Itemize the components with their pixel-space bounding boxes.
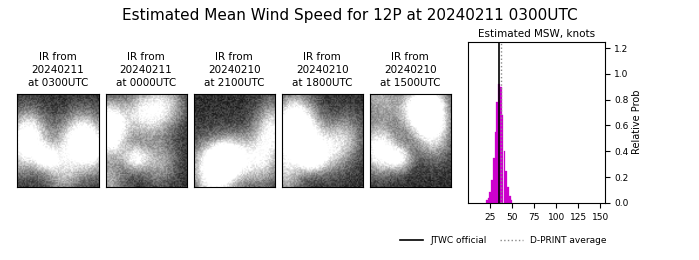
Bar (493, 158, 495, 203)
Bar (509, 196, 510, 203)
Bar (495, 132, 496, 203)
Text: IR from
20240210
at 1800UTC: IR from 20240210 at 1800UTC (292, 52, 352, 88)
Legend: JTWC official, D-PRINT average: JTWC official, D-PRINT average (401, 236, 606, 245)
Bar (500, 87, 502, 203)
Bar (507, 187, 509, 203)
Text: IR from
20240210
at 1500UTC: IR from 20240210 at 1500UTC (380, 52, 440, 88)
Bar (505, 171, 507, 203)
Bar (502, 115, 503, 203)
Text: IR from
20240211
at 0300UTC: IR from 20240211 at 0300UTC (28, 52, 88, 88)
Bar (503, 151, 505, 203)
Bar (496, 102, 498, 203)
Y-axis label: Relative Prob: Relative Prob (631, 90, 642, 154)
Bar (510, 200, 512, 203)
Bar (488, 198, 489, 203)
Bar (498, 84, 500, 203)
Bar (489, 192, 491, 203)
Text: Estimated Mean Wind Speed for 12P at 20240211 0300UTC: Estimated Mean Wind Speed for 12P at 202… (122, 8, 577, 23)
Bar (486, 200, 488, 203)
Bar (491, 180, 493, 203)
Title: Estimated MSW, knots: Estimated MSW, knots (478, 29, 595, 40)
Text: IR from
20240211
at 0000UTC: IR from 20240211 at 0000UTC (116, 52, 176, 88)
Text: IR from
20240210
at 2100UTC: IR from 20240210 at 2100UTC (204, 52, 264, 88)
